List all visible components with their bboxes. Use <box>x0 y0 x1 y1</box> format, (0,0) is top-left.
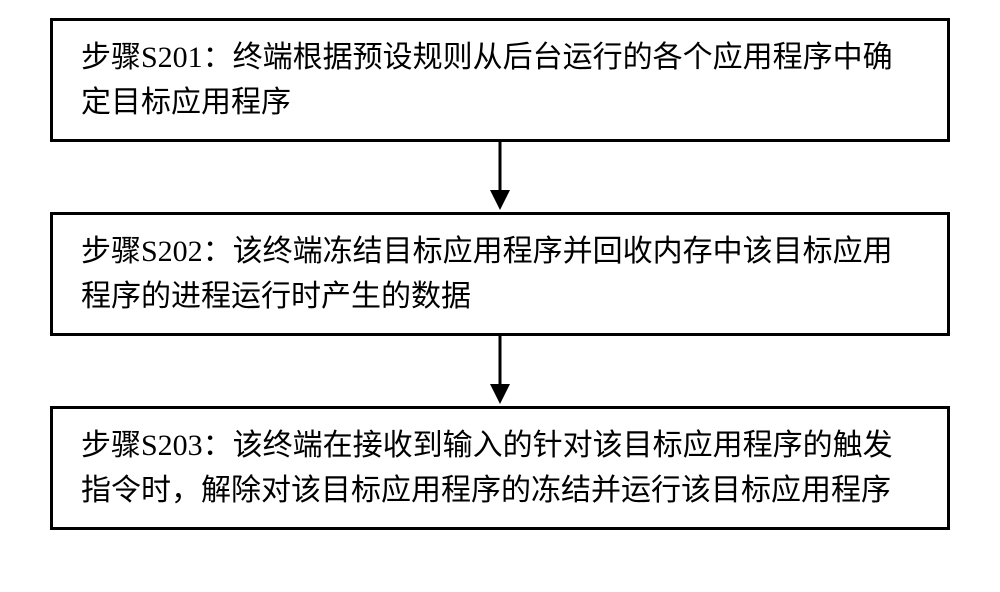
arrow-connector <box>485 142 515 212</box>
arrow-connector <box>485 336 515 406</box>
flow-step-s201: 步骤S201：终端根据预设规则从后台运行的各个应用程序中确定目标应用程序 <box>50 18 950 142</box>
flow-step-s203: 步骤S203：该终端在接收到输入的针对该目标应用程序的触发指令时，解除对该目标应… <box>50 406 950 530</box>
flowchart-container: 步骤S201：终端根据预设规则从后台运行的各个应用程序中确定目标应用程序 步骤S… <box>50 18 950 530</box>
flow-step-label: 步骤S203：该终端在接收到输入的针对该目标应用程序的触发指令时，解除对该目标应… <box>81 423 919 513</box>
flow-step-label: 步骤S202：该终端冻结目标应用程序并回收内存中该目标应用程序的进程运行时产生的… <box>81 229 919 319</box>
arrow-down-icon <box>485 336 515 406</box>
flow-step-s202: 步骤S202：该终端冻结目标应用程序并回收内存中该目标应用程序的进程运行时产生的… <box>50 212 950 336</box>
arrow-down-icon <box>485 142 515 212</box>
flow-step-label: 步骤S201：终端根据预设规则从后台运行的各个应用程序中确定目标应用程序 <box>81 35 919 125</box>
